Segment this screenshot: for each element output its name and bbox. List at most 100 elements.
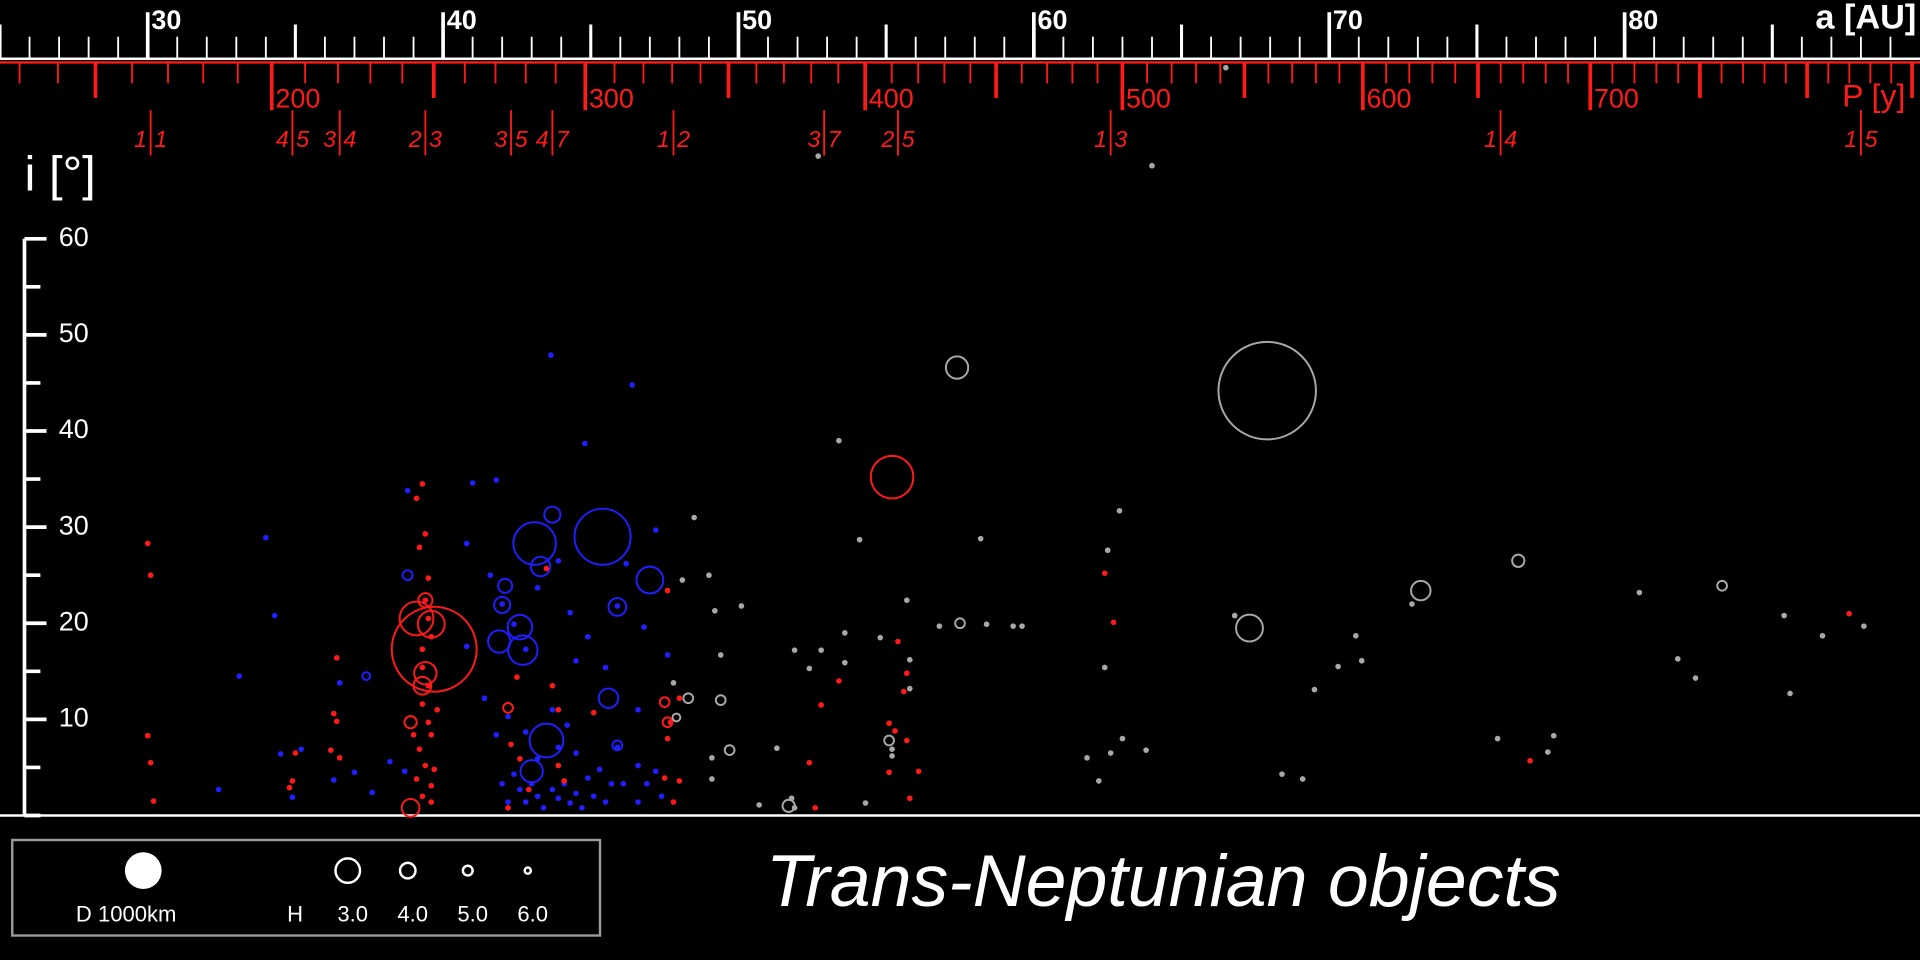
- tno-point: [889, 753, 895, 759]
- p-tick-label: 200: [275, 84, 320, 114]
- tno-point: [1084, 755, 1090, 761]
- tno-point: [661, 775, 668, 781]
- tno-point: [717, 652, 724, 658]
- tno-point: [150, 798, 157, 804]
- tno-point: [579, 805, 585, 811]
- tno-point: [333, 718, 340, 725]
- tno-point: [614, 744, 621, 751]
- tno-point: [584, 775, 591, 781]
- legend-h-value: 4.0: [397, 902, 428, 927]
- tno-point: [679, 577, 686, 583]
- tno-point: [652, 768, 659, 775]
- tno-point: [1636, 589, 1643, 596]
- tno-point: [549, 682, 556, 689]
- tno-point: [756, 802, 762, 808]
- resonance-q: 7: [556, 126, 570, 152]
- tno-point: [590, 709, 597, 716]
- tno-point: [506, 613, 534, 641]
- tno-point: [555, 744, 562, 751]
- tno-point: [336, 680, 343, 686]
- tno-point: [555, 706, 562, 713]
- tno-point: [1781, 612, 1787, 619]
- tno-point: [422, 597, 429, 604]
- tno-point: [330, 710, 337, 717]
- tno-point: [936, 623, 943, 629]
- resonance-q: 5: [1865, 126, 1878, 152]
- tno-point: [413, 776, 420, 782]
- tno-point: [1104, 547, 1111, 554]
- p-tick-label: 700: [1594, 84, 1639, 114]
- tno-point: [400, 797, 421, 818]
- resonance-p: 1: [134, 126, 147, 152]
- tno-point: [889, 746, 895, 753]
- tno-point: [641, 624, 647, 630]
- tno-point: [147, 759, 154, 766]
- tno-point: [901, 688, 907, 695]
- legend-h-marker: [398, 861, 417, 880]
- tno-point: [499, 601, 505, 607]
- tno-point: [403, 715, 418, 730]
- tno-point: [709, 776, 715, 782]
- tno-point: [529, 555, 552, 578]
- tno-point: [425, 615, 432, 622]
- tno-point: [611, 739, 624, 752]
- tno-point: [507, 634, 539, 666]
- tno-point: [549, 786, 556, 793]
- p-tick-label: 300: [589, 84, 634, 114]
- y-tick-label: 60: [59, 222, 89, 252]
- tno-point: [543, 565, 550, 572]
- tno-point: [635, 799, 641, 805]
- tno-point: [522, 646, 529, 653]
- tno-point: [620, 780, 627, 787]
- tno-point: [548, 352, 554, 358]
- x-tick-label: 70: [1333, 5, 1363, 35]
- tno-point: [661, 716, 674, 729]
- tno-point: [1494, 735, 1501, 742]
- tno-point: [369, 789, 376, 796]
- tno-point: [806, 665, 813, 672]
- tno-point: [419, 701, 426, 707]
- tno-point: [416, 544, 423, 551]
- tno-point: [1217, 340, 1317, 441]
- tno-point: [390, 605, 478, 693]
- tno-point: [413, 661, 438, 686]
- resonance-q: 5: [902, 126, 915, 152]
- legend-h-value: 3.0: [337, 902, 368, 927]
- tno-point: [915, 768, 922, 775]
- tno-point: [818, 647, 824, 653]
- tno-point: [499, 780, 505, 787]
- y-tick-label: 30: [59, 510, 89, 540]
- tno-point: [236, 673, 243, 679]
- tno-point: [514, 674, 520, 680]
- tno-point: [607, 597, 628, 617]
- tno-point: [419, 481, 426, 487]
- tno-point: [841, 630, 848, 636]
- tno-point: [1550, 732, 1557, 739]
- legend-h-marker: [334, 857, 362, 885]
- tno-point: [401, 768, 408, 775]
- tno-point: [463, 540, 470, 547]
- tno-point: [596, 766, 603, 773]
- tno-point: [361, 671, 372, 681]
- tno-point: [412, 675, 433, 696]
- tno-point: [1149, 162, 1155, 169]
- tno-point: [815, 153, 822, 159]
- tno-point: [522, 799, 529, 805]
- tno-point: [906, 795, 913, 802]
- tno-point: [1223, 64, 1229, 71]
- tno-point: [277, 751, 284, 757]
- tno-point: [413, 495, 420, 502]
- resonance-q: 5: [515, 126, 528, 152]
- y-axis-label: i [°]: [24, 147, 95, 201]
- tno-point: [614, 603, 621, 609]
- tno-point: [1861, 623, 1867, 629]
- tno-point: [1409, 601, 1415, 607]
- tno-point: [1511, 553, 1526, 568]
- tno-point: [676, 695, 683, 702]
- tno-point: [1787, 690, 1793, 697]
- tno-point: [1335, 663, 1341, 670]
- tno-point: [263, 534, 269, 541]
- tno-point: [1010, 623, 1016, 629]
- tno-point: [289, 794, 296, 801]
